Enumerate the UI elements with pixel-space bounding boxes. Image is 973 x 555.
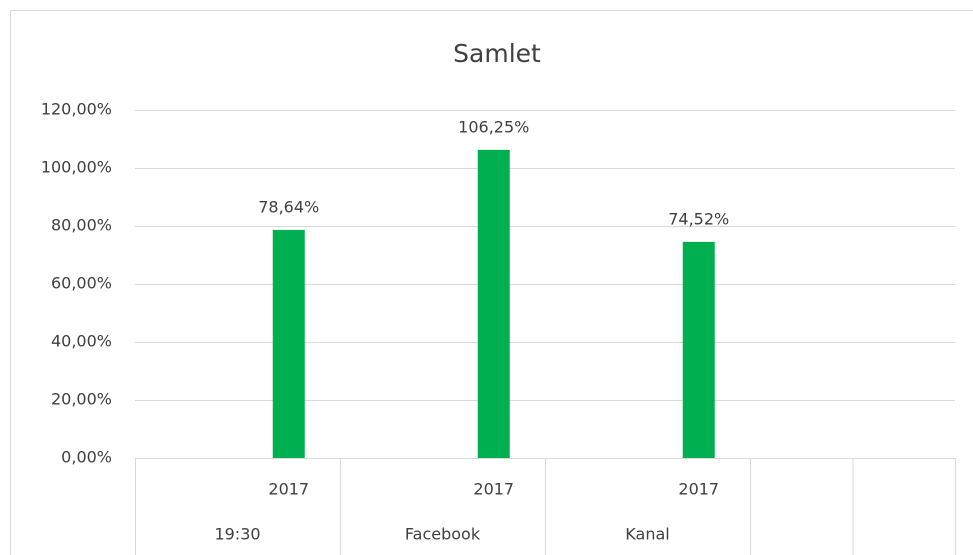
y-tick-label: 80,00% bbox=[51, 216, 112, 235]
y-tick-label: 60,00% bbox=[51, 274, 112, 293]
bar bbox=[477, 149, 510, 458]
y-tick-label: 100,00% bbox=[41, 158, 112, 177]
group-label: 19:30 bbox=[214, 525, 260, 544]
bar bbox=[272, 229, 305, 458]
data-label: 78,64% bbox=[258, 197, 319, 216]
x-tick-label: 2017 bbox=[473, 480, 514, 499]
x-tick-label: 2017 bbox=[678, 480, 719, 499]
y-tick-label: 20,00% bbox=[51, 390, 112, 409]
data-label: 74,52% bbox=[668, 209, 729, 228]
group-label: Kanal bbox=[625, 525, 669, 544]
bar bbox=[682, 241, 715, 458]
y-tick-label: 120,00% bbox=[41, 100, 112, 119]
data-label: 106,25% bbox=[458, 117, 529, 136]
x-tick-label: 2017 bbox=[268, 480, 309, 499]
y-tick-label: 0,00% bbox=[61, 448, 112, 467]
chart-title: Samlet bbox=[453, 39, 541, 68]
group-label: Facebook bbox=[405, 525, 481, 544]
y-tick-label: 40,00% bbox=[51, 332, 112, 351]
